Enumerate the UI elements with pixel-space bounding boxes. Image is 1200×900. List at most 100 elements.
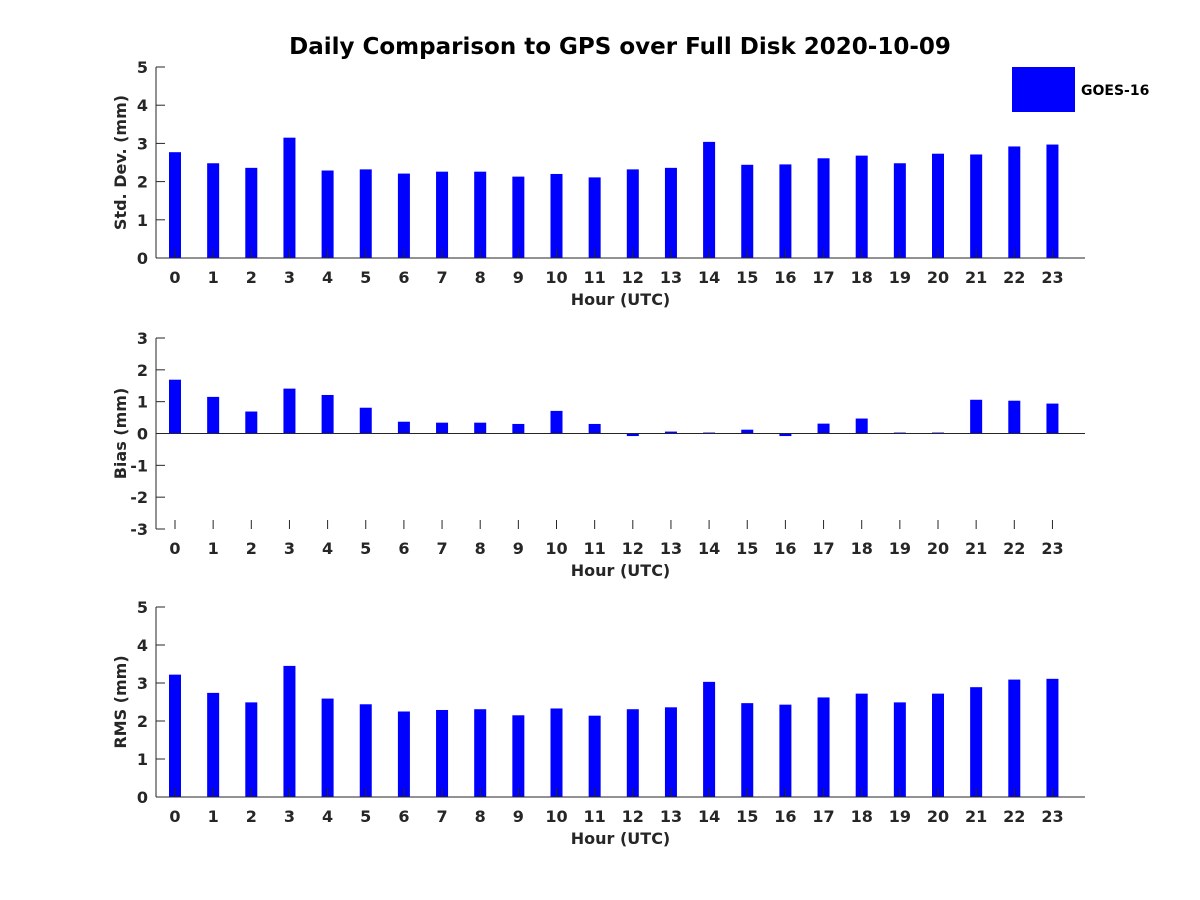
std-bar-19	[893, 163, 906, 258]
rms-xtick-label: 8	[475, 807, 486, 826]
std-bar-23	[1046, 144, 1059, 258]
rms-xtick-label: 19	[889, 807, 911, 826]
bias-bar-2	[245, 411, 258, 434]
bias-bar-8	[474, 422, 487, 434]
bias-bar-7	[436, 422, 449, 434]
bias-bar-4	[321, 394, 334, 434]
std-xtick-label: 0	[169, 268, 180, 287]
bias-bar-22	[1008, 400, 1021, 434]
bias-xtick-label: 17	[812, 539, 834, 558]
rms-ytick-label: 4	[137, 636, 148, 655]
bias-xtick-label: 11	[584, 539, 606, 558]
std-ytick-label: 5	[137, 58, 148, 77]
rms-xtick-label: 5	[360, 807, 371, 826]
rms-xtick-label: 7	[436, 807, 447, 826]
rms-xtick-label: 6	[398, 807, 409, 826]
std-bar-17	[817, 158, 830, 258]
bias-bar-5	[359, 407, 372, 434]
bias-bar-13	[664, 431, 677, 434]
std-bar-13	[664, 167, 677, 258]
bias-bar-23	[1046, 403, 1059, 434]
rms-xtick-label: 20	[927, 807, 949, 826]
bias-xtick-label: 23	[1041, 539, 1063, 558]
std-xlabel: Hour (UTC)	[571, 290, 671, 309]
std-bar-16	[779, 164, 792, 258]
rms-xtick-label: 17	[812, 807, 834, 826]
rms-xtick-label: 10	[545, 807, 567, 826]
std-xtick-label: 21	[965, 268, 987, 287]
bias-xtick-label: 7	[436, 539, 447, 558]
bias-bar-16	[779, 433, 792, 437]
std-bar-12	[626, 169, 639, 258]
rms-xtick-label: 9	[513, 807, 524, 826]
rms-bar-8	[474, 709, 487, 797]
std-bar-6	[397, 173, 410, 258]
bias-ytick-label: -1	[130, 456, 148, 475]
bias-xtick-label: 1	[208, 539, 219, 558]
std-ylabel: Std. Dev. (mm)	[111, 95, 130, 230]
rms-bar-21	[970, 687, 983, 797]
rms-bar-17	[817, 697, 830, 797]
legend-swatch	[1012, 67, 1075, 112]
rms-xlabel: Hour (UTC)	[571, 829, 671, 848]
bias-xlabel: Hour (UTC)	[571, 561, 671, 580]
std-bar-10	[550, 173, 563, 258]
bias-bar-18	[855, 418, 868, 434]
bias-bar-12	[626, 433, 639, 437]
rms-xtick-label: 3	[284, 807, 295, 826]
std-bar-5	[359, 169, 372, 258]
bias-ytick-label: 3	[137, 329, 148, 348]
bias-xtick-label: 8	[475, 539, 486, 558]
bias-xtick-label: 9	[513, 539, 524, 558]
rms-xtick-label: 4	[322, 807, 333, 826]
rms-bar-15	[741, 703, 754, 797]
std-ytick-label: 4	[137, 96, 148, 115]
bias-xtick-label: 4	[322, 539, 333, 558]
rms-bar-16	[779, 704, 792, 797]
rms-bar-23	[1046, 678, 1059, 797]
rms-xtick-label: 1	[208, 807, 219, 826]
rms-bar-18	[855, 693, 868, 797]
bias-xtick-label: 14	[698, 539, 720, 558]
std-xtick-label: 10	[545, 268, 567, 287]
rms-bar-3	[283, 665, 296, 797]
bias-xtick-label: 13	[660, 539, 682, 558]
std-bar-20	[932, 153, 944, 258]
bias-bar-11	[588, 423, 601, 434]
bias-bar-21	[970, 399, 983, 434]
std-bar-1	[207, 163, 220, 258]
rms-ylabel: RMS (mm)	[111, 655, 130, 748]
std-xtick-label: 17	[812, 268, 834, 287]
bias-xtick-label: 3	[284, 539, 295, 558]
std-xtick-label: 2	[246, 268, 257, 287]
std-bar-4	[321, 170, 334, 258]
rms-ytick-label: 1	[137, 750, 148, 769]
bias-bar-3	[283, 388, 296, 434]
bias-xtick-label: 19	[889, 539, 911, 558]
bias-ytick-label: -2	[130, 488, 148, 507]
rms-bar-6	[397, 711, 410, 797]
bias-ytick-label: 2	[137, 361, 148, 380]
std-bar-2	[245, 167, 258, 258]
figure-title: Daily Comparison to GPS over Full Disk 2…	[289, 34, 951, 60]
std-bar-18	[855, 155, 868, 258]
std-xtick-label: 18	[851, 268, 873, 287]
legend-label: GOES-16	[1081, 83, 1149, 99]
std-xtick-label: 19	[889, 268, 911, 287]
bias-ytick-label: -3	[130, 520, 148, 539]
std-ytick-label: 1	[137, 211, 148, 230]
bias-bar-15	[741, 429, 754, 434]
std-xtick-label: 7	[436, 268, 447, 287]
std-xtick-label: 1	[208, 268, 219, 287]
bias-bar-9	[512, 423, 525, 434]
rms-ytick-label: 2	[137, 712, 148, 731]
std-ytick-label: 0	[137, 249, 148, 268]
rms-bar-5	[359, 704, 372, 797]
rms-bar-2	[245, 702, 258, 797]
bias-ytick-label: 0	[137, 425, 148, 444]
rms-bar-20	[932, 693, 944, 797]
bias-xtick-label: 18	[851, 539, 873, 558]
